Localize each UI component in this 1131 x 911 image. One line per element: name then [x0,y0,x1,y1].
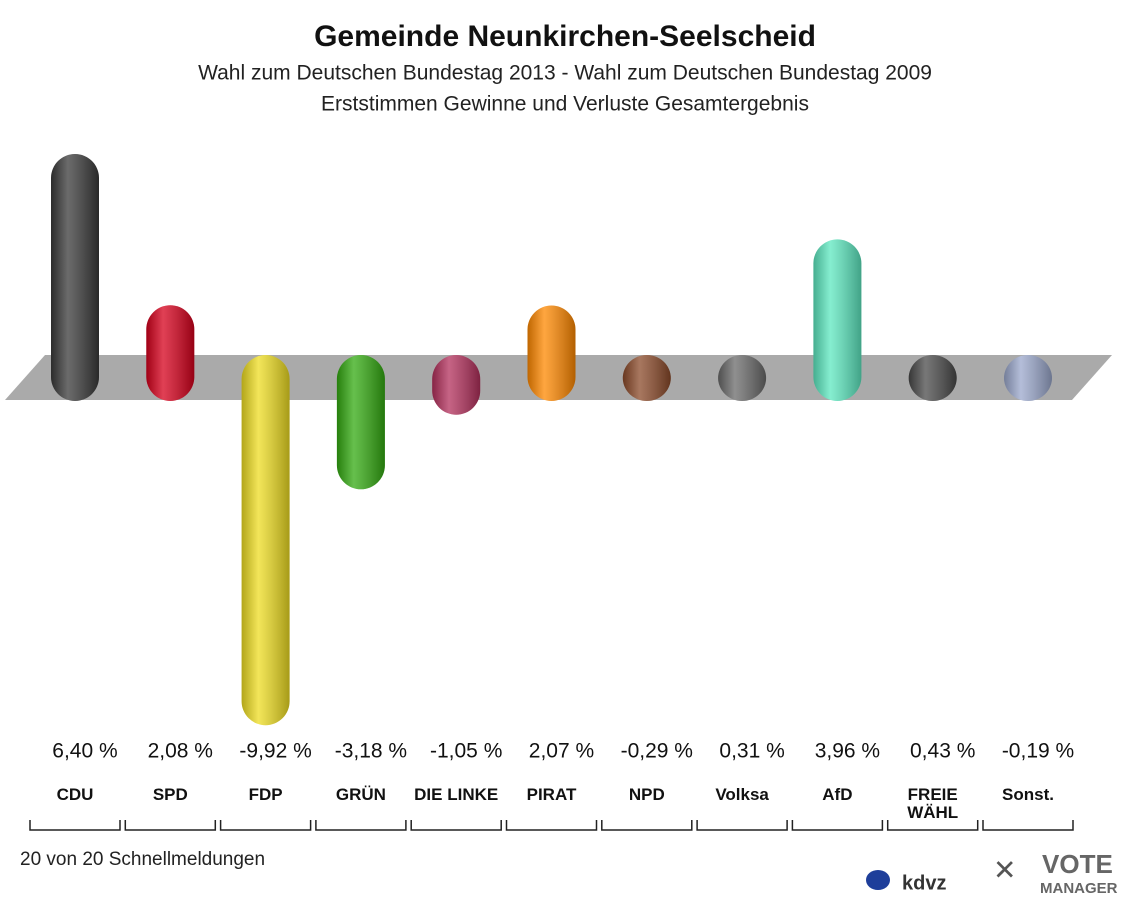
logo-text: MANAGER [1040,880,1118,897]
value-label: 2,08 % [148,740,213,763]
logo-text: VOTE [1042,849,1113,879]
category-label: DIE LINKE [414,785,499,804]
bracket [505,820,598,831]
chart-title: Gemeinde Neunkirchen-Seelscheid [314,20,816,53]
bracket [219,820,312,831]
value-label: 0,43 % [910,740,975,763]
bar [432,355,481,415]
value-label: -0,29 % [621,740,693,763]
value-label: -3,18 % [335,740,407,763]
category-label: SPD [152,785,188,804]
bar [146,305,195,401]
bar [718,355,767,401]
bar [241,355,290,726]
subtitle: Erststimmen Gewinne und Verluste Gesamte… [321,93,809,116]
category-label: FREIE WÄHL [907,785,959,822]
bracket [601,820,693,831]
bar [622,355,671,401]
subtitle: Wahl zum Deutschen Bundestag 2013 - Wahl… [198,62,932,85]
logo-text: kdvz [902,872,946,894]
category-label: GRÜN [335,785,386,804]
category-label: NPD [628,785,665,804]
category-label: AfD [822,785,853,804]
value-label: -1,05 % [430,740,502,763]
bracket [410,820,502,831]
logo-x: ✕ [993,854,1016,885]
bar [813,239,862,401]
value-label: 6,40 % [52,740,117,763]
category-label: FDP [248,785,283,804]
category-label: CDU [56,785,94,804]
value-label: 0,31 % [719,740,784,763]
bar [527,305,576,401]
logo-icon [866,870,890,890]
value-label: -0,19 % [1002,740,1074,763]
bar [1004,355,1052,401]
category-label: Sonst. [1002,785,1054,804]
category-label: PIRAT [526,785,577,804]
category-label: Volksa [715,785,769,804]
bracket [791,820,884,831]
footnote: 20 von 20 Schnellmeldungen [20,849,265,870]
bracket [124,820,217,831]
value-label: 3,96 % [815,740,880,763]
bracket [982,820,1074,831]
bar [908,355,957,401]
bracket [315,820,407,831]
bar [336,355,385,490]
value-label: -9,92 % [239,740,311,763]
bar [51,154,99,401]
value-label: 2,07 % [529,740,594,763]
bracket [696,820,788,831]
bracket [886,820,979,831]
bracket [29,820,121,831]
